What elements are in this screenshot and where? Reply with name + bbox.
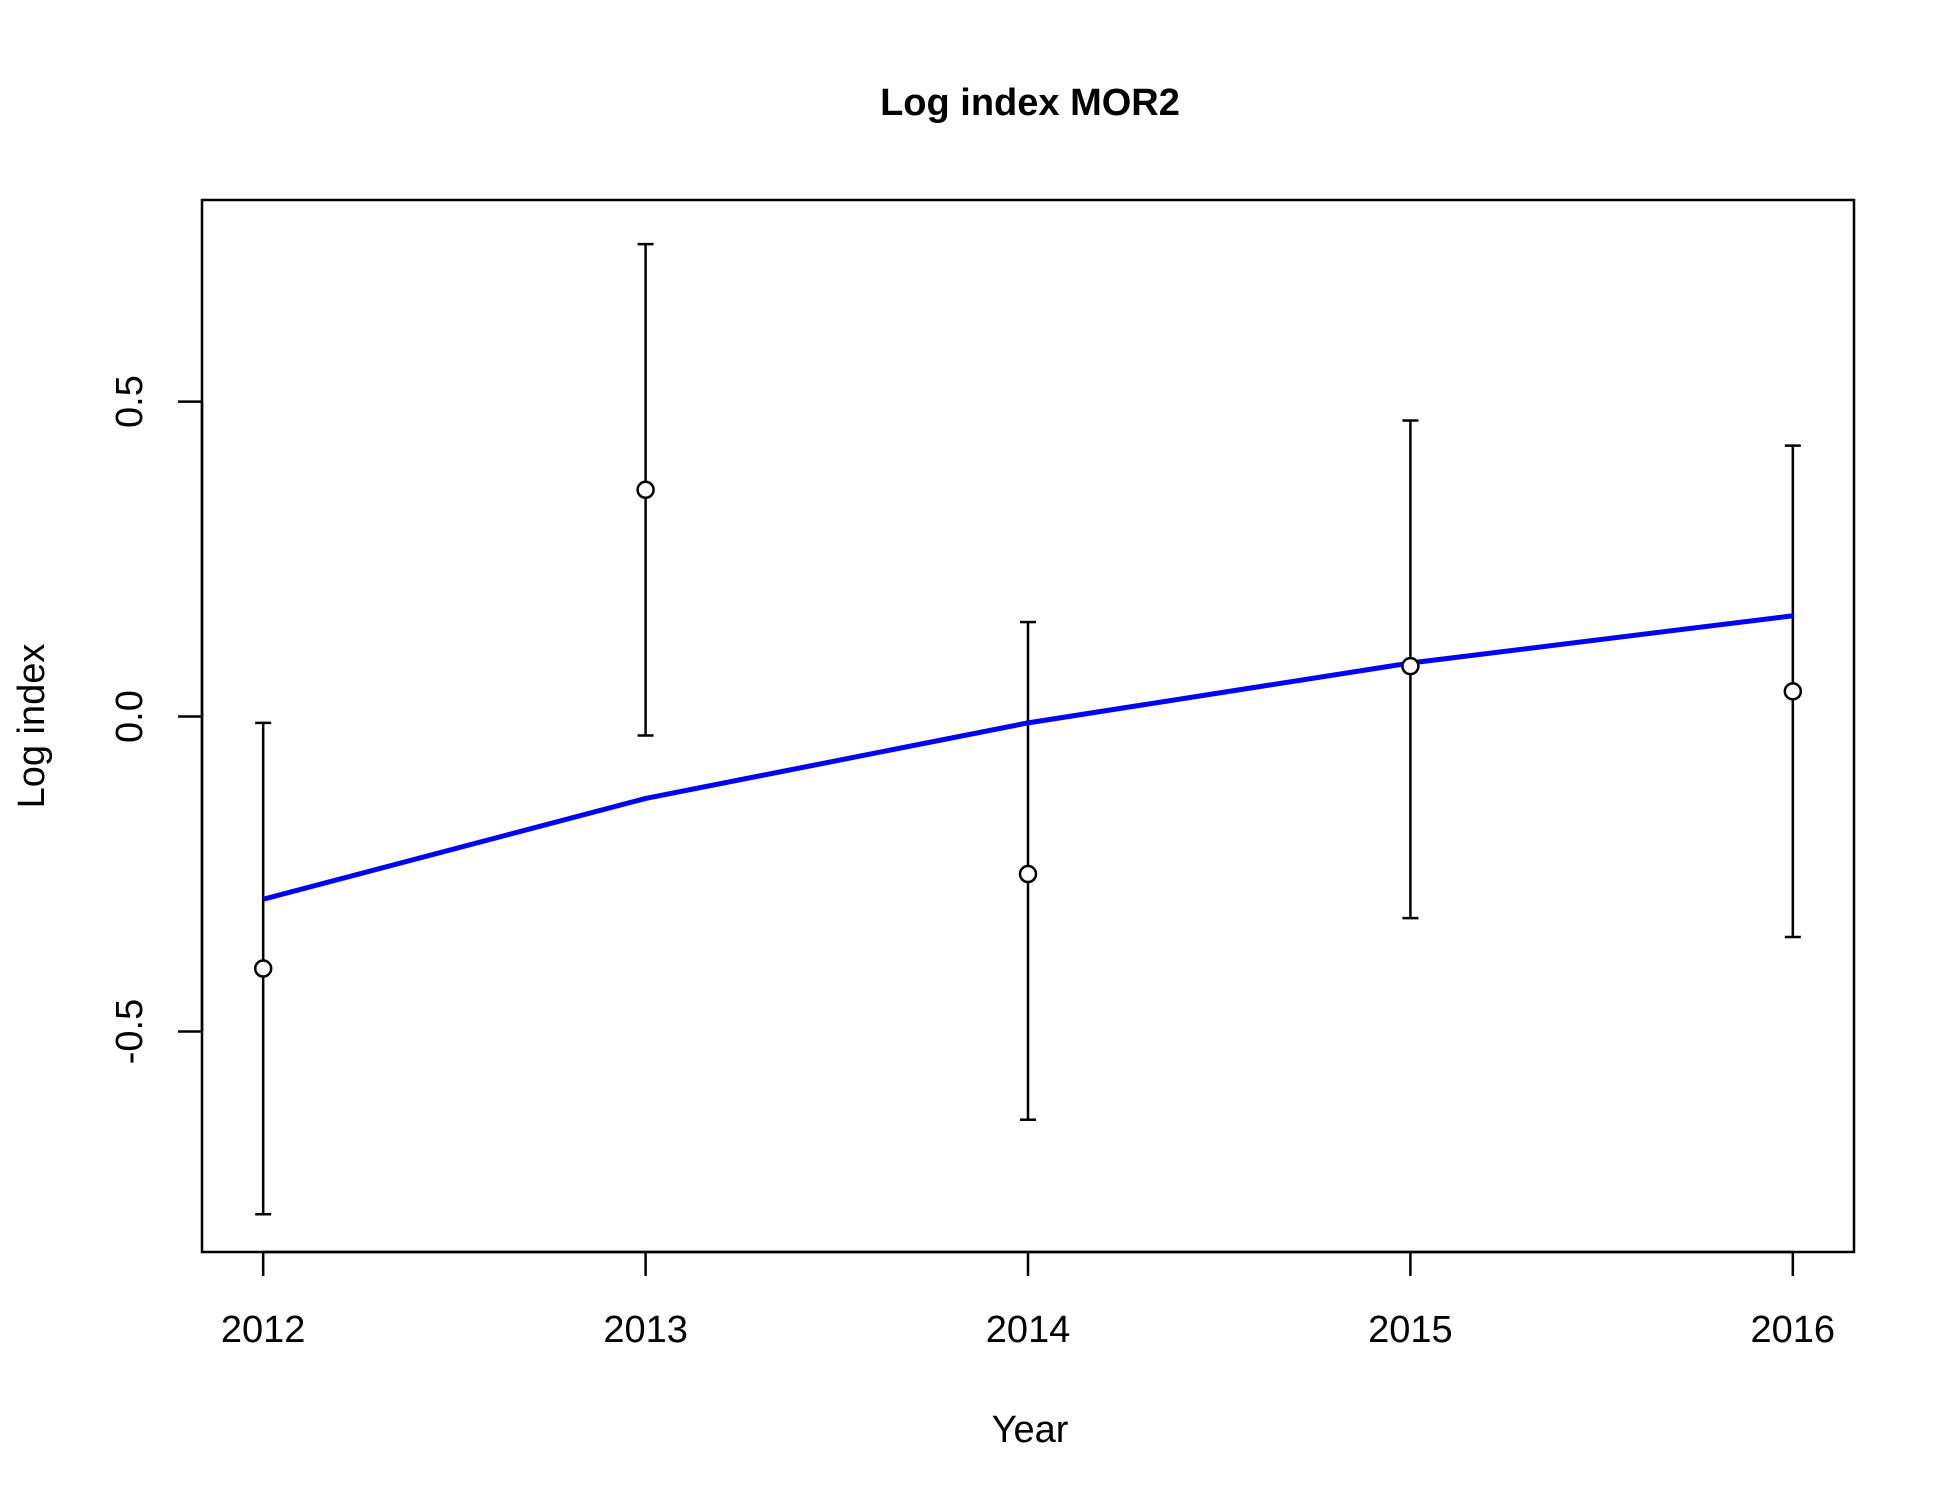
chart-title: Log index MOR2 xyxy=(880,82,1180,124)
x-axis: 2012 2013 2014 2015 2016 xyxy=(221,1250,1836,1351)
fitted-line xyxy=(262,613,1794,902)
data-point xyxy=(636,480,655,500)
error-bars xyxy=(255,242,1801,1216)
data-point xyxy=(1783,682,1803,701)
x-tick-label: 2015 xyxy=(1368,1309,1453,1351)
x-tick-label: 2016 xyxy=(1751,1309,1836,1351)
fitted-line-path xyxy=(262,613,1794,902)
x-tick-label: 2013 xyxy=(603,1309,688,1351)
x-axis-label: Year xyxy=(992,1409,1069,1451)
x-tick-label: 2012 xyxy=(221,1309,306,1351)
data-point xyxy=(253,959,273,978)
y-tick-label: 0.5 xyxy=(109,375,151,428)
y-tick-label: -0.5 xyxy=(109,999,151,1064)
x-tick-label: 2014 xyxy=(986,1309,1071,1351)
data-points xyxy=(253,480,1803,978)
data-point xyxy=(1018,864,1038,884)
y-axis-label: Log index xyxy=(11,644,53,809)
data-point xyxy=(1401,656,1420,676)
y-tick-label: 0.0 xyxy=(109,690,151,743)
y-axis: -0.5 0.0 0.5 xyxy=(109,375,204,1064)
